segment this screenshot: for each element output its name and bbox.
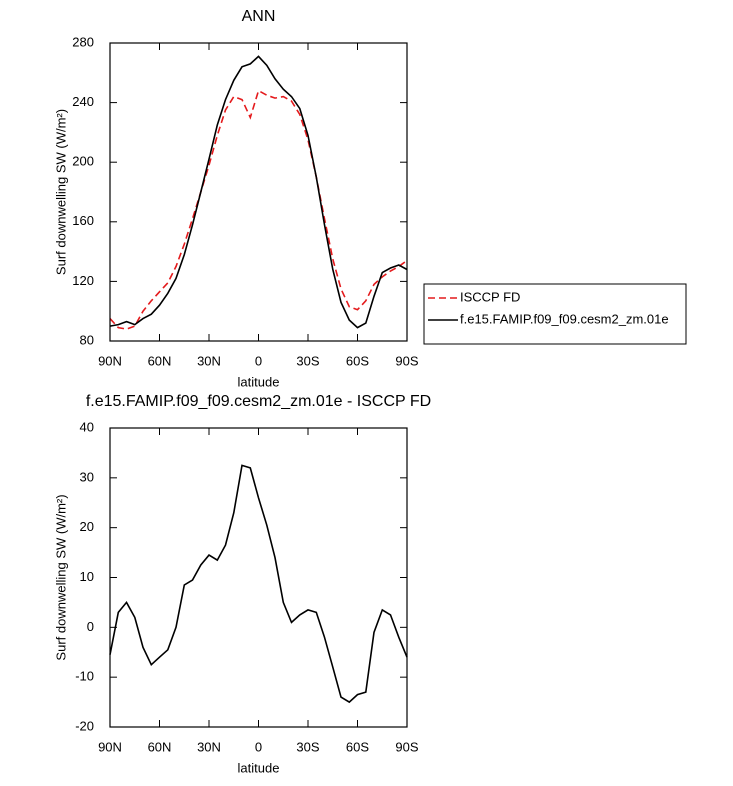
data-line	[109, 89, 408, 330]
y-tick-label: 20	[80, 519, 94, 534]
x-axis-label: latitude	[238, 760, 280, 775]
y-tick-label: 240	[72, 94, 94, 109]
x-tick-label: 90N	[98, 353, 122, 368]
x-axis-label: latitude	[238, 374, 280, 389]
legend-box	[423, 283, 687, 345]
y-tick-label: 120	[72, 273, 94, 288]
x-tick-label: 60N	[148, 739, 172, 754]
x-tick-label: 30S	[296, 353, 319, 368]
x-tick-label: 90S	[395, 739, 418, 754]
y-tick-label: 280	[72, 34, 94, 49]
y-tick-label: -20	[75, 718, 94, 733]
x-tick-label: 60S	[346, 739, 369, 754]
plot-frame	[109, 42, 408, 342]
chart-title: f.e15.FAMIP.f09_f09.cesm2_zm.01e - ISCCP…	[86, 393, 431, 410]
y-axis-label: Surf downwelling SW (W/m²)	[53, 109, 68, 275]
x-tick-label: 60N	[148, 353, 172, 368]
y-tick-label: 40	[80, 419, 94, 434]
x-tick-label: 90N	[98, 739, 122, 754]
y-tick-label: 10	[80, 569, 94, 584]
legend-label: ISCCP FD	[460, 289, 520, 304]
y-tick-label: 200	[72, 154, 94, 169]
y-tick-label: 30	[80, 469, 94, 484]
y-axis-label: Surf downwelling SW (W/m²)	[53, 494, 68, 660]
y-tick-label: -10	[75, 669, 94, 684]
x-tick-label: 30N	[197, 739, 221, 754]
y-tick-label: 80	[80, 332, 94, 347]
x-tick-label: 90S	[395, 353, 418, 368]
legend-label: f.e15.FAMIP.f09_f09.cesm2_zm.01e	[460, 311, 669, 326]
x-tick-label: 60S	[346, 353, 369, 368]
plot-frame	[109, 427, 408, 728]
x-tick-label: 0	[255, 739, 262, 754]
x-tick-label: 30S	[296, 739, 319, 754]
data-line	[109, 464, 408, 704]
x-tick-label: 0	[255, 353, 262, 368]
y-tick-label: 160	[72, 213, 94, 228]
y-tick-label: 0	[87, 619, 94, 634]
chart-title: ANN	[242, 8, 276, 25]
x-tick-label: 30N	[197, 353, 221, 368]
data-line	[109, 55, 408, 329]
